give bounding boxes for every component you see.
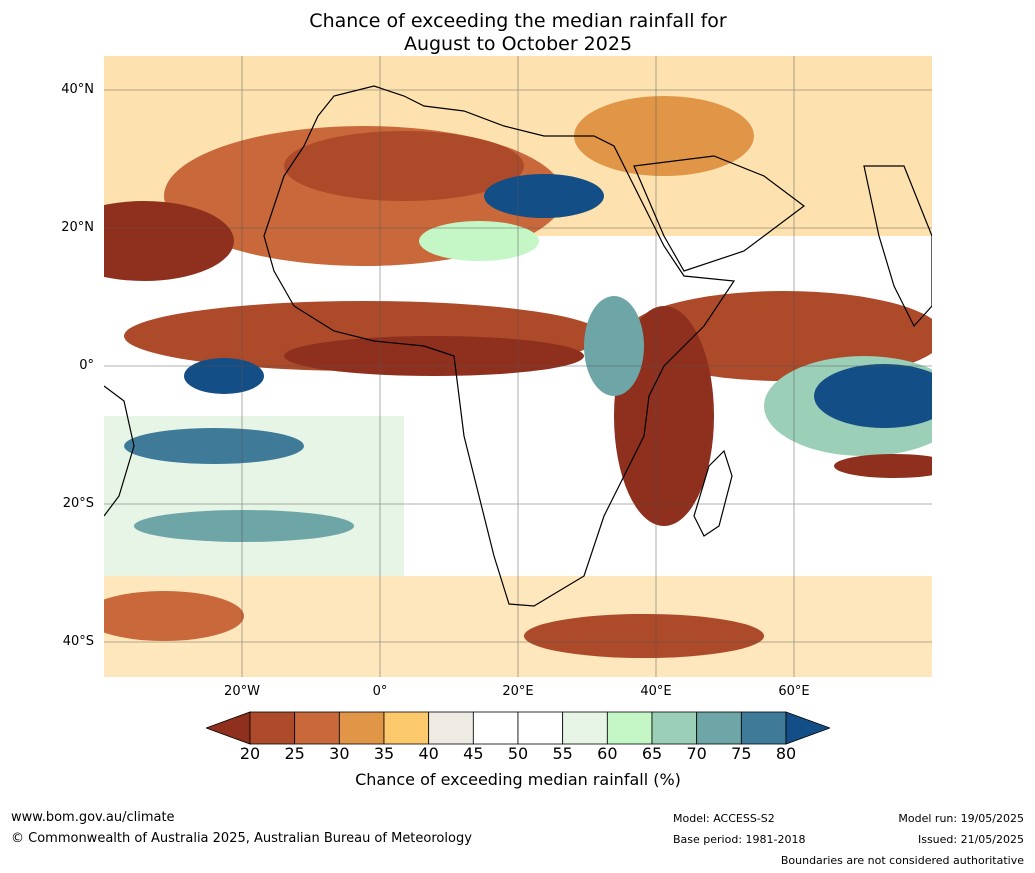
- gulf-guinea-wet: [184, 358, 264, 394]
- chad-wet-area: [419, 221, 539, 261]
- colorbar-tick-label: 55: [552, 744, 573, 763]
- title-line-1: Chance of exceeding the median rainfall …: [309, 10, 727, 32]
- colorbar-tick-label: 60: [597, 744, 618, 763]
- lon-label-0: 0°: [372, 684, 388, 699]
- colorbar-box: [428, 711, 474, 745]
- colorbar-box: [338, 711, 385, 745]
- sahel-dry-core: [284, 336, 584, 376]
- great-lakes-wet: [584, 296, 644, 396]
- rainfall-map: [104, 56, 932, 677]
- map-title: Chance of exceeding the median rainfall …: [104, 10, 932, 56]
- colorbar-tick-label: 70: [686, 744, 707, 763]
- lat-label-40s: 40°S: [62, 634, 94, 649]
- lon-label-20e: 20°E: [502, 684, 534, 699]
- footer-model: Model: ACCESS-S2: [673, 812, 775, 825]
- colorbar-extend-high: [785, 711, 830, 745]
- arabia-coastline: [633, 155, 805, 272]
- colorbar-label: Chance of exceeding median rainfall (%): [355, 770, 681, 789]
- south-atlantic-streak: [124, 428, 304, 464]
- indian-ocean-dry-strip: [834, 454, 932, 478]
- india-coastline: [863, 165, 932, 328]
- colorbar-tick-label: 20: [239, 744, 261, 763]
- map-svg: [104, 56, 932, 677]
- lat-label-0: 0°: [79, 358, 94, 373]
- lon-label-40e: 40°E: [640, 684, 672, 699]
- map-gridlines: [104, 56, 932, 677]
- colorbar-tick-label: 50: [507, 744, 529, 763]
- colorbar-box: [562, 711, 608, 745]
- atlantic-dry-core: [104, 201, 234, 281]
- lat-label-20s: 20°S: [62, 496, 94, 511]
- colorbar-box: [651, 711, 698, 745]
- sahara-core: [284, 131, 524, 201]
- colorbar-box: [249, 711, 296, 745]
- lon-label-60e: 60°E: [778, 684, 810, 699]
- footer-disclaimer: Boundaries are not considered authoritat…: [780, 854, 1024, 867]
- footer-issued: Issued: 21/05/2025: [917, 833, 1024, 846]
- southern-ocean-dry: [524, 614, 764, 658]
- colorbar-tick-label: 65: [641, 744, 663, 763]
- footer-model-run: Model run: 19/05/2025: [898, 812, 1024, 825]
- colorbar-box: [606, 711, 653, 745]
- colorbar-box: [696, 711, 742, 745]
- africa-coastline: [263, 85, 736, 607]
- colorbar: [206, 711, 830, 745]
- lon-label-20w: 20°W: [224, 684, 260, 699]
- colorbar-extend-low: [206, 711, 251, 745]
- footer-copyright: © Commonwealth of Australia 2025, Austra…: [11, 831, 472, 846]
- southwest-dry: [104, 591, 244, 641]
- middle-east-dry: [574, 96, 754, 176]
- lat-label-20n: 20°N: [61, 220, 94, 235]
- colorbar-box: [294, 711, 340, 745]
- colorbar-tick-label: 75: [731, 744, 752, 763]
- colorbar-box: [740, 711, 787, 745]
- colorbar-box: [383, 711, 430, 745]
- footer-base-period: Base period: 1981-2018: [673, 833, 806, 846]
- title-line-2: August to October 2025: [403, 33, 633, 55]
- colorbar-tick-label: 45: [463, 744, 484, 763]
- colorbar-tick-label: 80: [775, 744, 797, 763]
- madagascar-coastline: [693, 449, 733, 537]
- colorbar-box: [472, 711, 519, 745]
- south-america-coastline: [104, 385, 135, 517]
- lat-label-40n: 40°N: [61, 82, 94, 97]
- indian-ocean-wet-core: [814, 364, 932, 428]
- footer-website: www.bom.gov.au/climate: [11, 810, 175, 825]
- south-atlantic-streak-2: [134, 510, 354, 542]
- colorbar-box: [517, 711, 564, 745]
- sahara-wet-patch: [484, 174, 604, 218]
- colorbar-tick-label: 35: [373, 744, 395, 763]
- colorbar-tick-label: 30: [329, 744, 350, 763]
- colorbar-tick-label: 25: [284, 744, 305, 763]
- colorbar-tick-label: 40: [418, 744, 439, 763]
